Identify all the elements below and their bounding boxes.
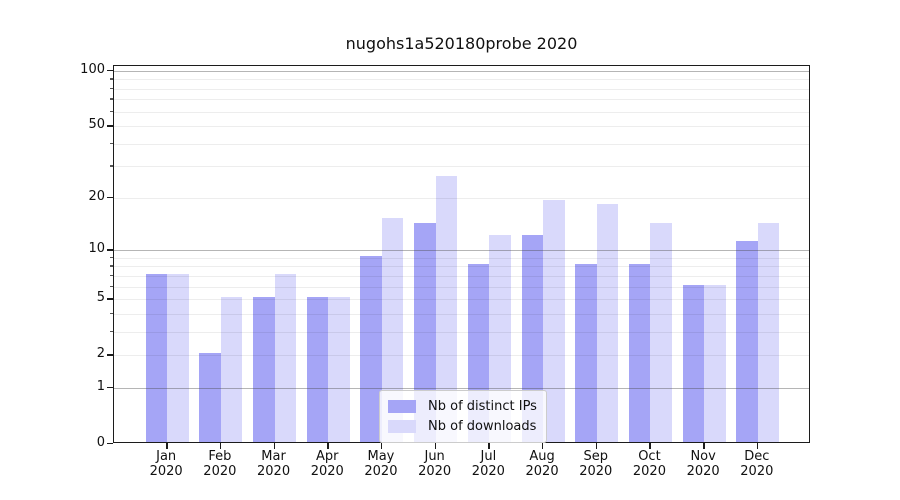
x-tick-mark — [488, 443, 490, 449]
gridline-minor — [114, 166, 809, 168]
gridline-major — [114, 250, 809, 252]
gridline-minor — [114, 126, 809, 128]
x-tick-label: Dec 2020 — [740, 449, 774, 479]
y-tick-mark-minor — [109, 298, 113, 300]
legend-label-downloads: Nb of downloads — [428, 418, 537, 434]
x-tick-mark — [649, 443, 651, 449]
x-tick-label: Jun 2020 — [418, 449, 452, 479]
bar-nb-of-distinct-ips-apr-2020 — [306, 297, 329, 442]
gridline-minor — [114, 79, 809, 81]
bar-nb-of-distinct-ips-jun-2020 — [414, 223, 436, 442]
bar-nb-of-downloads-mar-2020 — [274, 273, 297, 442]
bar-nb-of-downloads-may-2020 — [381, 217, 404, 442]
y-tick-label: 20 — [88, 188, 105, 204]
bar-nb-of-distinct-ips-jan-2020 — [145, 273, 168, 442]
legend-label-distinct-ips: Nb of distinct IPs — [428, 398, 537, 414]
bar-nb-of-distinct-ips-mar-2020 — [253, 297, 275, 442]
x-tick-label: Oct 2020 — [632, 449, 666, 479]
y-tick-mark — [107, 386, 113, 389]
x-tick-mark — [703, 443, 705, 449]
y-tick-mark — [107, 70, 113, 72]
x-tick-mark — [595, 443, 598, 449]
y-tick-mark-minor — [109, 274, 113, 277]
y-tick-label: 100 — [80, 62, 105, 77]
y-tick-mark — [107, 249, 113, 251]
y-tick-mark-minor — [109, 196, 113, 199]
gridline-minor — [114, 275, 809, 277]
bar-nb-of-distinct-ips-feb-2020 — [199, 353, 221, 442]
x-tick-mark — [327, 443, 329, 449]
x-tick-label: Sep 2020 — [579, 449, 613, 479]
gridline-minor — [114, 257, 809, 259]
chart-title: nugohs1a520180probe 2020 — [345, 34, 578, 53]
y-tick-mark-minor — [109, 265, 113, 267]
y-tick-label: 50 — [88, 117, 105, 133]
x-tick-label: Aug 2020 — [525, 449, 559, 479]
bar-nb-of-distinct-ips-nov-2020 — [682, 284, 705, 442]
y-tick-mark-minor — [109, 125, 113, 127]
x-tick-label: Nov 2020 — [686, 449, 720, 479]
gridline-major — [114, 71, 809, 72]
x-tick-label: May 2020 — [364, 449, 398, 479]
bar-nb-of-downloads-nov-2020 — [704, 284, 726, 442]
y-tick-label: 10 — [88, 241, 105, 257]
legend-item-downloads: Nb of downloads — [388, 416, 538, 436]
legend-swatch-distinct-ips — [388, 399, 416, 413]
y-tick-mark-minor — [109, 142, 113, 145]
x-tick-mark — [219, 443, 222, 449]
bar-nb-of-downloads-feb-2020 — [220, 297, 243, 442]
x-tick-mark — [434, 443, 437, 449]
x-tick-mark — [273, 443, 275, 449]
bar-nb-of-downloads-jun-2020 — [435, 175, 458, 442]
x-tick-mark — [542, 443, 544, 449]
legend-swatch-downloads — [388, 419, 416, 433]
y-tick-label: 1 — [96, 378, 105, 394]
x-tick-label: Mar 2020 — [257, 449, 291, 479]
bar-nb-of-downloads-aug-2020 — [543, 199, 565, 442]
bar-nb-of-downloads-sep-2020 — [596, 204, 619, 442]
y-tick-mark-minor — [109, 312, 113, 315]
bar-nb-of-downloads-jan-2020 — [167, 273, 189, 442]
y-tick-mark-minor — [109, 256, 113, 259]
gridline-minor — [114, 266, 809, 268]
y-tick-mark-minor — [109, 78, 113, 80]
gridline-minor — [114, 143, 809, 145]
legend: Nb of distinct IPs Nb of downloads — [379, 390, 547, 443]
bar-nb-of-distinct-ips-dec-2020 — [736, 241, 758, 442]
x-tick-mark — [380, 443, 383, 449]
gridline-minor — [114, 197, 809, 199]
y-tick-mark-minor — [109, 98, 113, 100]
gridline-minor — [114, 99, 809, 101]
y-tick-mark — [107, 443, 113, 445]
gridline-minor — [114, 88, 809, 90]
x-tick-label: Apr 2020 — [310, 449, 344, 479]
plot-area: Nb of distinct IPs Nb of downloads — [113, 65, 810, 443]
y-tick-label: 0 — [96, 435, 105, 450]
y-tick-mark-minor — [109, 354, 113, 356]
x-tick-mark — [756, 443, 759, 449]
bar-nb-of-distinct-ips-may-2020 — [360, 255, 382, 442]
x-tick-mark — [166, 443, 168, 449]
y-tick-label: 2 — [96, 346, 105, 362]
bar-nb-of-downloads-apr-2020 — [328, 297, 350, 442]
y-tick-mark-minor — [109, 165, 113, 167]
bar-nb-of-distinct-ips-oct-2020 — [628, 264, 651, 442]
y-tick-mark-minor — [109, 110, 113, 113]
x-tick-label: Jul 2020 — [471, 449, 505, 479]
bar-nb-of-downloads-dec-2020 — [757, 223, 780, 442]
legend-item-distinct-ips: Nb of distinct IPs — [388, 396, 538, 416]
gridline-minor — [114, 111, 809, 113]
x-tick-label: Feb 2020 — [203, 449, 237, 479]
y-tick-mark-minor — [109, 285, 113, 288]
bar-nb-of-downloads-oct-2020 — [650, 223, 672, 442]
x-tick-label: Jan 2020 — [149, 449, 183, 479]
y-tick-mark-minor — [109, 87, 113, 90]
y-tick-mark-minor — [109, 330, 113, 333]
bar-nb-of-distinct-ips-sep-2020 — [575, 264, 597, 442]
y-tick-label: 5 — [96, 290, 105, 306]
